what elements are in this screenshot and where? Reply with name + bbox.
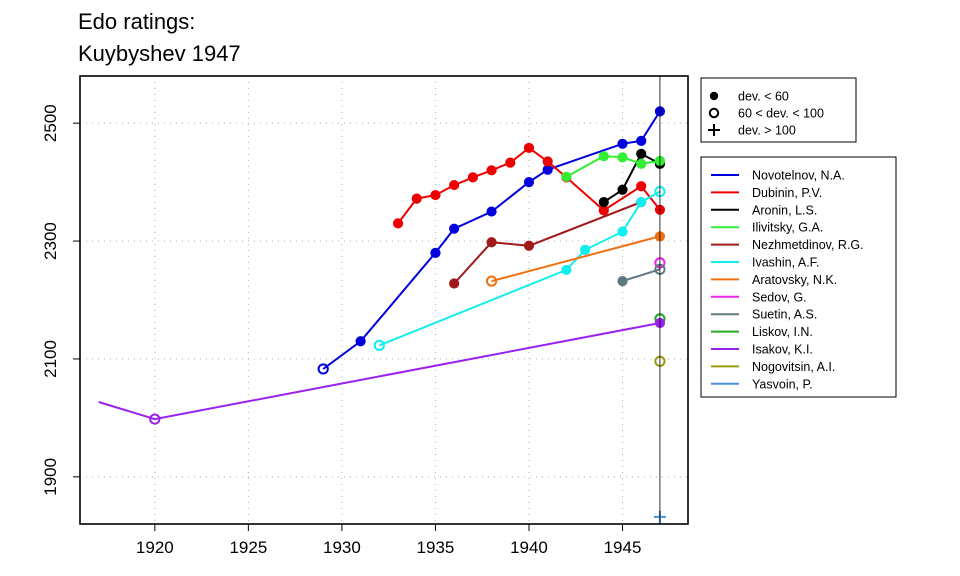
legend-marker-label: 60 < dev. < 100	[738, 107, 824, 121]
legend-entry-label: Novotelnov, N.A.	[752, 169, 845, 183]
data-point	[485, 275, 498, 287]
x-tick-label: 1930	[323, 538, 361, 557]
x-tick-label: 1925	[229, 538, 267, 557]
legend-entry-label: Liskov, I.N.	[752, 325, 813, 339]
marker-legend: dev. < 60 60 < dev. < 100 dev. > 100	[700, 77, 857, 143]
legend-entry-label: Suetin, A.S.	[752, 308, 817, 322]
legend-entry-label: Nogovitsin, A.I.	[752, 360, 835, 374]
legend-entry-label: Nezhmetdinov, R.G.	[752, 238, 864, 252]
data-point	[617, 152, 628, 163]
data-point	[449, 223, 460, 234]
data-point	[636, 197, 647, 208]
y-tick-label: 2100	[41, 340, 60, 378]
x-axis: 1920 1925 1930 1935 1940 1945	[136, 524, 642, 557]
chart-title-line-2: Kuybyshev 1947	[78, 41, 241, 66]
data-point	[467, 172, 478, 183]
legend-entry-label: Sedov, G.	[752, 290, 807, 304]
data-point	[561, 171, 572, 182]
data-point	[636, 181, 647, 192]
data-point	[486, 237, 497, 248]
series-line	[603, 152, 661, 203]
data-point	[617, 226, 628, 237]
data-point	[580, 244, 591, 255]
data-point	[449, 179, 460, 191]
data-point	[542, 156, 553, 167]
series-line	[453, 201, 642, 285]
data-point	[523, 177, 535, 188]
data-point	[486, 165, 497, 176]
series	[485, 231, 666, 287]
marker-legend-box	[700, 77, 857, 143]
legend-marker	[708, 107, 720, 119]
y-tick-label: 2500	[41, 104, 60, 142]
y-tick-label: 2300	[41, 222, 60, 260]
legend-entry-label: Isakov, K.I.	[752, 343, 813, 357]
data-point	[561, 264, 572, 276]
series	[598, 148, 666, 208]
data-point	[636, 135, 647, 146]
series	[449, 197, 647, 289]
data-point	[317, 363, 329, 375]
series-layer	[98, 106, 666, 523]
legend-entry-label: Ivashin, A.F.	[752, 256, 819, 270]
data-point	[636, 148, 647, 159]
legend-entry-label: Aratovsky, N.K.	[752, 273, 837, 287]
data-point	[523, 142, 535, 154]
series-legend-box	[700, 156, 897, 398]
data-point	[523, 240, 535, 251]
data-point	[617, 276, 628, 287]
data-point	[430, 247, 441, 258]
chart-title-line-1: Edo ratings:	[78, 9, 195, 34]
series-line	[98, 322, 661, 421]
legend-entry-label: Aronin, L.S.	[752, 203, 817, 217]
series-legend: Novotelnov, N.A. Dubinin, P.V. Aronin, L.S…	[700, 156, 897, 398]
data-point	[373, 339, 385, 351]
data-point	[598, 197, 609, 208]
data-point	[355, 336, 366, 347]
series	[317, 106, 666, 375]
data-point	[505, 157, 516, 168]
x-tick-label: 1935	[417, 538, 455, 557]
x-tick-label: 1945	[604, 538, 642, 557]
legend-entry-label: Yasvoin, P.	[752, 377, 813, 391]
legend-entry-label: Ilivitsky, G.A.	[752, 221, 823, 235]
series	[561, 151, 666, 182]
grid	[80, 76, 688, 524]
series-line	[322, 110, 661, 370]
plot-frame	[79, 75, 689, 525]
legend-entry-label: Dubinin, P.V.	[752, 186, 822, 200]
legend-marker-label: dev. > 100	[738, 124, 796, 138]
series	[392, 142, 666, 229]
data-point	[411, 193, 422, 204]
data-point	[392, 218, 404, 229]
legend-marker	[709, 91, 719, 101]
y-tick-label: 1900	[41, 458, 60, 496]
legend-marker	[708, 124, 720, 136]
series-line	[622, 268, 661, 283]
series	[373, 185, 666, 351]
data-point	[486, 206, 497, 217]
data-point	[636, 158, 647, 169]
data-point	[430, 189, 441, 201]
series	[98, 317, 666, 425]
y-axis: 1900 2100 2300 2500	[41, 104, 80, 496]
legend-marker-label: dev. < 60	[738, 90, 789, 104]
x-tick-label: 1940	[510, 538, 548, 557]
data-point	[149, 413, 161, 425]
data-point	[617, 138, 628, 149]
series-line	[491, 235, 661, 283]
data-point	[617, 184, 628, 195]
x-tick-label: 1920	[136, 538, 174, 557]
data-point	[449, 278, 460, 289]
data-point	[598, 151, 609, 162]
